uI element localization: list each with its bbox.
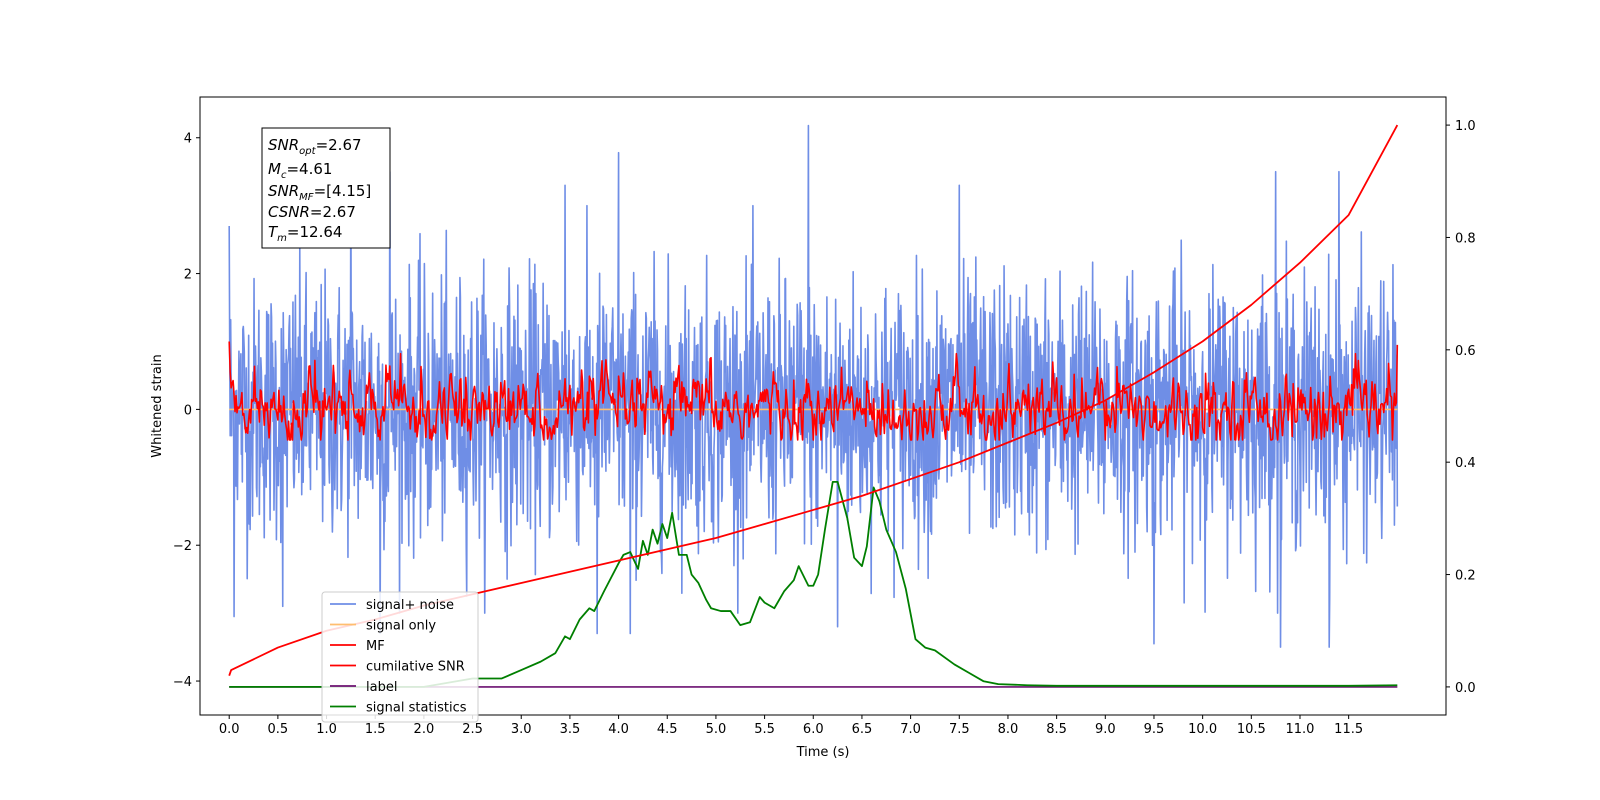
x-tick-label: 11.5 (1334, 722, 1363, 737)
legend-label: signal+ noise (366, 598, 454, 613)
legend-frame (321, 591, 479, 723)
y-right-tick-label: 0.6 (1455, 344, 1476, 359)
x-tick-label: 0.5 (268, 722, 289, 737)
x-tick-label: 3.0 (511, 722, 532, 737)
x-tick-label: 5.5 (754, 722, 775, 737)
info-snr-opt: SNRopt=2.67 (268, 136, 362, 157)
x-tick-label: 4.5 (657, 722, 678, 737)
x-tick-label: 1.0 (316, 722, 337, 737)
x-tick-label: 2.5 (462, 722, 483, 737)
x-tick-label: 6.5 (852, 722, 873, 737)
y-left-tick-label: −4 (173, 675, 192, 690)
y-right-tick-label: 0.2 (1455, 569, 1476, 584)
legend-label: signal statistics (366, 701, 467, 716)
x-tick-label: 5.0 (706, 722, 727, 737)
x-tick-label: 10.5 (1237, 722, 1266, 737)
x-tick-label: 7.0 (900, 722, 921, 737)
y-axis-left: −4 −2 0 2 4 (173, 132, 200, 690)
info-mc: Mc=4.61 (268, 160, 332, 181)
x-tick-label: 9.0 (1095, 722, 1116, 737)
y-left-tick-label: 4 (184, 132, 192, 147)
y-right-tick-label: 0.0 (1455, 681, 1476, 696)
x-axis: 0.0 0.5 1.0 1.5 2.0 2.5 3.0 3.5 4.0 4.5 5.0 5.5 6.0 6… (219, 715, 1363, 737)
x-axis-label: Time (s) (796, 745, 850, 760)
x-tick-label: 0.0 (219, 722, 240, 737)
y-left-tick-label: 0 (184, 403, 192, 418)
x-tick-label: 10.0 (1188, 722, 1217, 737)
series-signal-noise (228, 124, 1399, 648)
x-tick-label: 3.5 (560, 722, 581, 737)
x-tick-label: 4.0 (608, 722, 629, 737)
series-signal-statistics (229, 480, 1398, 688)
info-csnr: CSNR=2.67 (268, 203, 356, 221)
series-mf (228, 341, 1399, 441)
x-tick-label: 1.5 (365, 722, 386, 737)
info-snr-mf: SNRMF=[4.15] (268, 182, 371, 203)
x-tick-label: 7.5 (949, 722, 970, 737)
info-box: SNRopt=2.67 Mc=4.61 SNRMF=[4.15] CSNR=2.… (261, 127, 391, 249)
info-tm: Tm=12.64 (268, 223, 342, 244)
x-tick-label: 2.0 (414, 722, 435, 737)
legend-label: label (366, 680, 397, 695)
y-left-tick-label: −2 (173, 539, 192, 554)
y-right-tick-label: 1.0 (1455, 119, 1476, 134)
legend: signal+ noise signal only MF cumilative SNR… (321, 591, 479, 723)
y-axis-label: Whitened strain (150, 354, 165, 457)
legend-label: MF (366, 639, 385, 654)
x-tick-label: 8.5 (1046, 722, 1067, 737)
y-right-tick-label: 0.8 (1455, 231, 1476, 246)
legend-label: cumilative SNR (366, 660, 465, 675)
x-tick-label: 9.5 (1144, 722, 1165, 737)
x-tick-label: 8.0 (998, 722, 1019, 737)
legend-label: signal only (366, 619, 436, 634)
x-tick-label: 6.0 (803, 722, 824, 737)
y-right-tick-label: 0.4 (1455, 456, 1476, 471)
plot-frame (199, 96, 1447, 716)
x-tick-label: 11.0 (1286, 722, 1315, 737)
y-left-tick-label: 2 (184, 268, 192, 283)
y-axis-right: 0.0 0.2 0.4 0.6 0.8 1.0 (1446, 119, 1476, 696)
